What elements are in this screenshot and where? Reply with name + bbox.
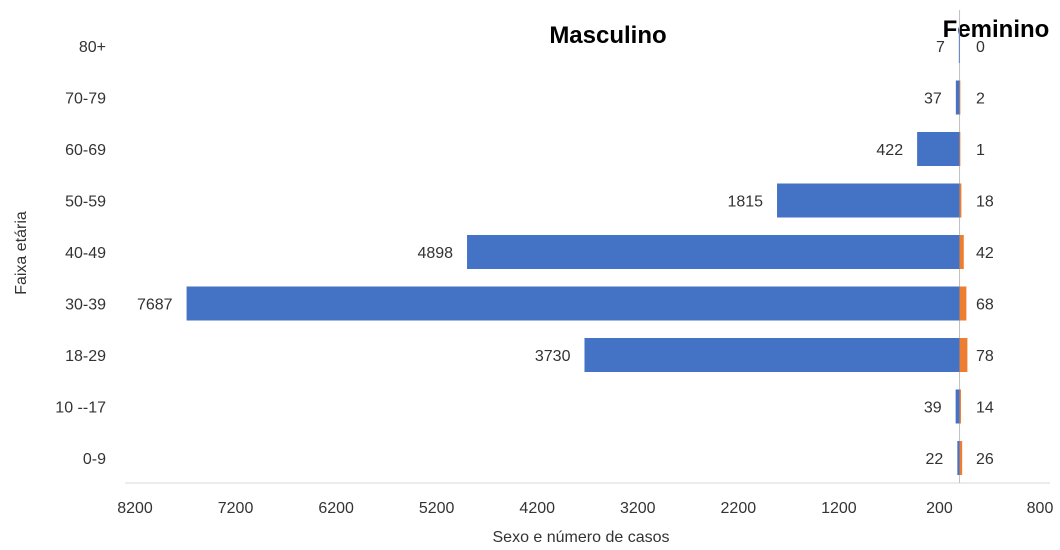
bar-masculino	[467, 235, 960, 269]
x-axis-label: Sexo e número de casos	[493, 529, 670, 545]
x-tick-label: 6200	[318, 500, 354, 517]
data-label-feminino: 0	[976, 39, 985, 56]
category-label: 18-29	[65, 348, 106, 365]
x-tick-label: 2200	[721, 500, 757, 517]
x-tick-label: 4200	[519, 500, 555, 517]
x-tick-label: 8200	[117, 500, 153, 517]
category-label: 50-59	[65, 194, 106, 211]
data-label-masculino: 3730	[535, 348, 571, 365]
category-label: 70-79	[65, 91, 106, 108]
category-label: 40-49	[65, 245, 106, 262]
bar-masculino	[955, 389, 960, 424]
category-label: 30-39	[65, 297, 106, 314]
bar-masculino	[955, 80, 960, 115]
data-label-masculino: 39	[924, 400, 942, 417]
x-tick-label: 3200	[620, 500, 656, 517]
bar-feminino	[959, 389, 961, 424]
data-label-masculino: 37	[924, 91, 942, 108]
bar-masculino	[186, 286, 960, 321]
bar-feminino	[959, 338, 968, 372]
data-label-masculino: 1815	[727, 194, 763, 211]
data-label-masculino: 4898	[417, 245, 453, 262]
bar-masculino	[584, 338, 960, 372]
category-label: 80+	[79, 39, 106, 56]
bar-feminino	[959, 80, 961, 115]
x-tick-label: 5200	[419, 500, 455, 517]
bar-feminino	[959, 183, 962, 218]
category-label: 10 --17	[55, 400, 106, 417]
bar-feminino	[959, 286, 967, 321]
data-label-feminino: 42	[976, 245, 994, 262]
chart-marks: 8200 7200 6200 5200 4200 3200 2200 1200 200 800 80…	[55, 10, 1053, 517]
bar-feminino	[959, 132, 961, 166]
data-label-feminino: 26	[976, 451, 994, 468]
data-label-feminino: 2	[976, 91, 985, 108]
bar-masculino	[777, 183, 960, 218]
data-label-feminino: 68	[976, 297, 994, 314]
y-axis-label: Faixa etária	[13, 211, 30, 295]
data-label-feminino: 1	[976, 142, 985, 159]
category-label: 0-9	[83, 451, 106, 468]
bar-feminino	[959, 441, 963, 475]
x-tick-label: 200	[926, 500, 953, 517]
category-label: 60-69	[65, 142, 106, 159]
x-tick-label: 1200	[821, 500, 857, 517]
bar-masculino	[957, 441, 960, 475]
title-feminino: Feminino	[943, 16, 1050, 43]
bar-feminino	[959, 235, 964, 269]
data-label-feminino: 18	[976, 194, 994, 211]
bar-masculino	[917, 132, 960, 166]
data-label-masculino: 422	[876, 142, 903, 159]
data-label-masculino: 7687	[137, 297, 173, 314]
x-tick-label: 800	[1027, 500, 1054, 517]
data-label-masculino: 7	[936, 39, 945, 56]
title-masculino: Masculino	[549, 22, 666, 49]
x-tick-label: 7200	[218, 500, 254, 517]
data-label-feminino: 14	[976, 400, 994, 417]
bar-masculino	[958, 29, 960, 63]
data-label-feminino: 78	[976, 348, 994, 365]
data-label-masculino: 22	[926, 451, 944, 468]
